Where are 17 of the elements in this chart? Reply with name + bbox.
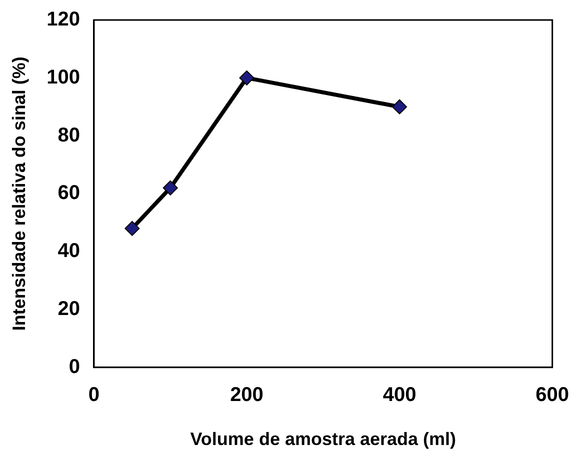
y-tick-label: 120	[46, 8, 80, 31]
y-tick-label: 40	[58, 240, 80, 262]
x-tick-label: 0	[88, 384, 100, 406]
y-tick-label: 60	[58, 182, 80, 204]
y-tick-label: 100	[46, 66, 80, 88]
x-axis-title: Volume de amostra aerada (ml)	[190, 429, 456, 450]
y-axis-title: Intensidade relativa do sinal (%)	[8, 56, 29, 331]
point	[124, 220, 140, 236]
point	[392, 99, 408, 114]
x-tick-label: 600	[536, 384, 570, 406]
point	[239, 70, 254, 86]
y-tick-label: 0	[68, 356, 80, 378]
y-tick-label: 20	[58, 298, 80, 320]
x-tick-label: 400	[382, 384, 416, 406]
y-tick-label: 80	[58, 124, 80, 146]
x-tick-label: 200	[230, 384, 264, 406]
point	[162, 180, 178, 196]
